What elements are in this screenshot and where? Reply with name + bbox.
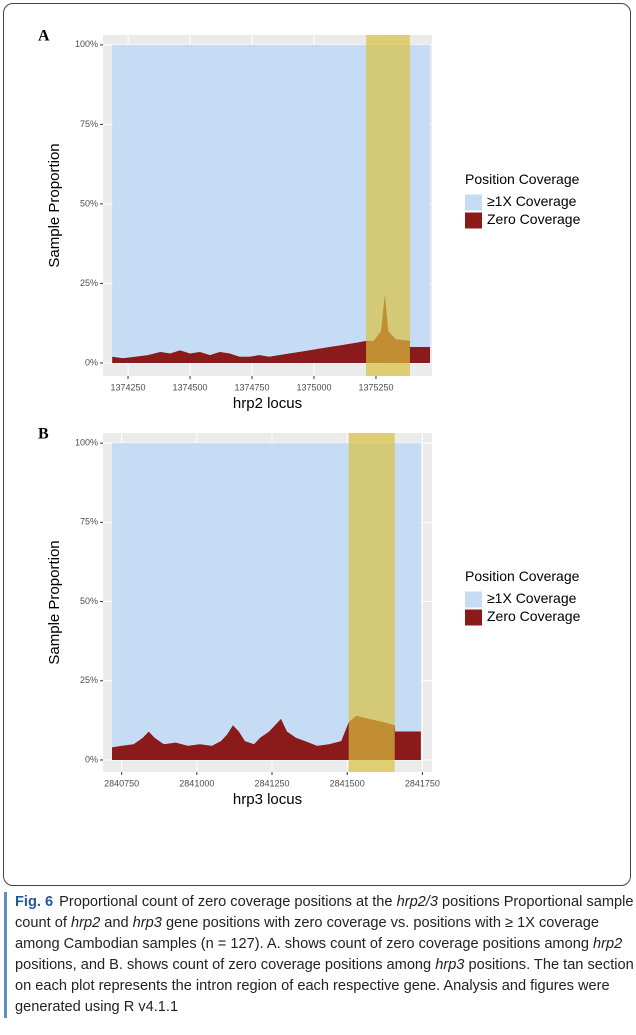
panel-label: A: [38, 28, 50, 45]
legend-title: Position Coverage: [465, 171, 580, 187]
caption-text: hrp2/3: [396, 894, 438, 910]
area: [112, 443, 421, 748]
x-tick-label: 1375250: [358, 382, 393, 392]
caption-text: Proportional count of zero coverage posi…: [59, 894, 397, 910]
caption-label: Fig. 6: [15, 894, 54, 910]
x-tick-label: 2840750: [104, 778, 139, 788]
x-tick-label: 1374250: [111, 382, 146, 392]
legend-title: Position Coverage: [465, 568, 580, 584]
y-tick-label: 25%: [80, 675, 98, 685]
legend-swatch: [465, 194, 482, 211]
x-tick-label: 2841000: [179, 778, 214, 788]
panel-label: B: [38, 426, 49, 443]
y-tick-label: 75%: [80, 517, 98, 527]
x-tick-label: 1374750: [234, 382, 269, 392]
caption-text: hrp2: [70, 915, 101, 931]
y-axis-title: Sample Proportion: [46, 540, 63, 664]
intron-highlight: [348, 433, 395, 772]
y-tick-label: 25%: [80, 278, 98, 288]
caption-text: gene positions with zero coverage vs. po…: [15, 915, 600, 952]
legend-swatch: [465, 609, 482, 626]
x-tick-label: 1375000: [296, 382, 331, 392]
figure-frame: [3, 3, 631, 886]
y-tick-label: 0%: [85, 754, 98, 764]
x-tick-label: 2841750: [405, 778, 440, 788]
legend-swatch: [465, 591, 482, 608]
y-axis-title: Sample Proportion: [46, 143, 63, 267]
x-axis-title: hrp3 locus: [233, 791, 302, 808]
y-tick-label: 100%: [75, 39, 98, 49]
caption-text: and: [100, 915, 133, 931]
caption-text: positions. The tan section on each plot …: [15, 957, 634, 1015]
area: [112, 44, 431, 359]
caption-text: hrp2: [593, 936, 623, 952]
y-tick-label: 75%: [80, 119, 98, 129]
x-axis-title: hrp2 locus: [233, 395, 302, 412]
figure: 0% 25% 50% 75% 100% 1374250 1374500 1374750 1375…: [38, 28, 581, 808]
y-tick-label: 50%: [80, 596, 98, 606]
y-tick-label: 100%: [75, 438, 98, 448]
legend-label: ≥1X Coverage: [487, 590, 577, 606]
caption: Fig. 6 Proportional count of zero coverag…: [4, 892, 635, 1018]
y-tick-label: 50%: [80, 198, 98, 208]
legend-label: Zero Coverage: [487, 211, 581, 227]
caption-text: hrp3: [132, 915, 162, 931]
legend-label: ≥1X Coverage: [487, 193, 577, 209]
caption-text: positions Proportional sample count of: [15, 894, 634, 931]
area: [112, 292, 431, 363]
x-tick-label: 2841250: [254, 778, 289, 788]
caption-text: positions, and B. shows count of zero co…: [15, 957, 436, 973]
legend-swatch: [465, 212, 482, 229]
x-tick-label: 2841500: [330, 778, 365, 788]
area: [112, 715, 421, 760]
legend-label: Zero Coverage: [487, 608, 581, 624]
caption-text: hrp3: [435, 957, 465, 973]
x-tick-label: 1374500: [172, 382, 207, 392]
y-tick-label: 0%: [85, 357, 98, 367]
intron-highlight: [366, 35, 410, 376]
